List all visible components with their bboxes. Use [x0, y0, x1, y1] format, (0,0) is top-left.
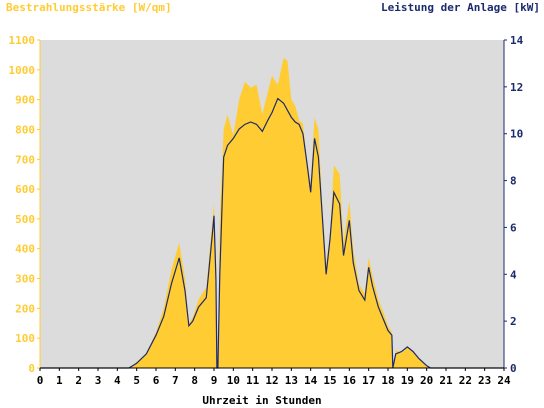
- x-tick-label: 22: [459, 374, 472, 387]
- x-tick-label: 21: [439, 374, 453, 387]
- x-tick-label: 4: [114, 374, 121, 387]
- left-tick-label: 1000: [9, 64, 36, 77]
- x-tick-label: 24: [497, 374, 511, 387]
- x-tick-label: 11: [246, 374, 260, 387]
- left-tick-label: 300: [15, 273, 35, 286]
- left-tick-label: 200: [15, 302, 35, 315]
- left-tick-label: 1100: [9, 34, 36, 47]
- x-tick-label: 12: [265, 374, 278, 387]
- x-tick-label: 23: [478, 374, 491, 387]
- x-tick-label: 10: [227, 374, 240, 387]
- left-tick-label: 100: [15, 332, 35, 345]
- x-tick-label: 0: [37, 374, 44, 387]
- series-layer: [40, 57, 504, 369]
- right-tick-label: 8: [510, 175, 517, 188]
- x-tick-label: 1: [56, 374, 63, 387]
- left-tick-label: 500: [15, 213, 35, 226]
- x-tick-label: 19: [401, 374, 414, 387]
- right-tick-label: 12: [510, 81, 523, 94]
- left-tick-label: 800: [15, 123, 35, 136]
- x-tick-label: 18: [381, 374, 394, 387]
- x-tick-label: 9: [211, 374, 218, 387]
- left-tick-label: 400: [15, 243, 35, 256]
- right-tick-label: 6: [510, 221, 517, 234]
- left-axis-title: Bestrahlungsstärke [W/qm]: [6, 1, 172, 14]
- left-tick-label: 600: [15, 183, 35, 196]
- x-tick-label: 15: [323, 374, 336, 387]
- x-tick-label: 6: [153, 374, 160, 387]
- x-tick-label: 13: [285, 374, 298, 387]
- x-tick-label: 7: [172, 374, 179, 387]
- x-tick-label: 20: [420, 374, 433, 387]
- right-tick-label: 2: [510, 315, 517, 328]
- x-axis-title: Uhrzeit in Stunden: [202, 394, 321, 407]
- left-tick-label: 700: [15, 153, 35, 166]
- left-tick-label: 0: [28, 362, 35, 375]
- x-tick-label: 8: [191, 374, 198, 387]
- left-tick-label: 900: [15, 94, 35, 107]
- ticks-layer: 0100200300400500600700800900100011000246…: [9, 34, 524, 387]
- right-tick-label: 14: [510, 34, 524, 47]
- irradiance-area: [40, 57, 504, 368]
- x-tick-label: 16: [343, 374, 357, 387]
- x-tick-label: 2: [75, 374, 82, 387]
- x-tick-label: 5: [133, 374, 140, 387]
- power-line: [40, 97, 504, 369]
- right-tick-label: 10: [510, 128, 523, 141]
- x-tick-label: 17: [362, 374, 375, 387]
- right-axis-title: Leistung der Anlage [kW]: [381, 1, 540, 14]
- x-tick-label: 3: [95, 374, 102, 387]
- x-tick-label: 14: [304, 374, 318, 387]
- right-tick-label: 0: [510, 362, 517, 375]
- right-tick-label: 4: [510, 268, 517, 281]
